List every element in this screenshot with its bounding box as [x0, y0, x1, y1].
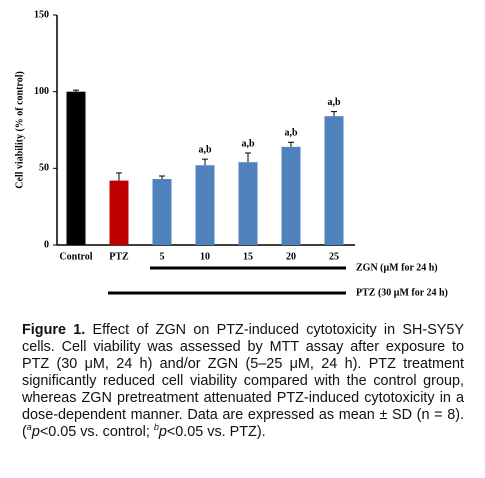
error-bar [331, 111, 337, 117]
x-tick-label: Control [59, 251, 92, 262]
bar [238, 162, 258, 245]
superscript: a [27, 422, 32, 432]
annotation: a,b [198, 144, 212, 155]
y-tick-label: 50 [39, 163, 49, 174]
y-tick-label: 0 [44, 239, 49, 250]
x-tick-label: 20 [286, 251, 296, 262]
y-tick-label: 150 [34, 9, 49, 20]
bar [324, 116, 344, 245]
annotation: a,b [284, 128, 298, 139]
p-symbol: p [158, 424, 167, 440]
annotation: a,b [327, 97, 341, 108]
caption-text: <0.05 vs. control; [39, 424, 154, 440]
bar [66, 91, 86, 246]
error-bar [73, 89, 79, 92]
error-bar [159, 175, 165, 180]
bar [152, 179, 172, 245]
p-symbol: p [31, 424, 40, 440]
y-tick-label: 100 [34, 86, 49, 97]
bar [281, 146, 301, 245]
x-tick-label: 15 [243, 251, 253, 262]
bar [109, 180, 129, 245]
sup-a: a [26, 422, 32, 433]
x-tick-label: 10 [200, 251, 210, 262]
x-tick-label: 25 [329, 251, 339, 262]
sup-b: b [153, 422, 159, 433]
caption-text: Effect of ZGN on PTZ-induced cytotoxicit… [22, 322, 464, 440]
caption-label: Figure 1. [22, 322, 86, 338]
y-axis-label: Cell viability (% of control) [14, 71, 25, 189]
error-bar [202, 158, 208, 166]
caption-text: <0.05 vs. PTZ). [166, 424, 266, 440]
figure-caption: Figure 1. Effect of ZGN on PTZ-induced c… [22, 322, 464, 441]
group-label: ZGN (μM for 24 h) [356, 262, 438, 273]
chart: Cell viability (% of control) ZGN (μM fo… [14, 9, 448, 298]
error-bar [116, 172, 122, 181]
x-tick-label: 5 [160, 251, 165, 262]
bar [195, 165, 215, 245]
error-bar [245, 152, 251, 163]
superscript: b [154, 422, 159, 432]
error-bar [288, 141, 294, 147]
x-tick-label: PTZ [109, 251, 129, 262]
annotation: a,b [241, 138, 255, 149]
group-label: PTZ (30 μM for 24 h) [356, 287, 448, 298]
